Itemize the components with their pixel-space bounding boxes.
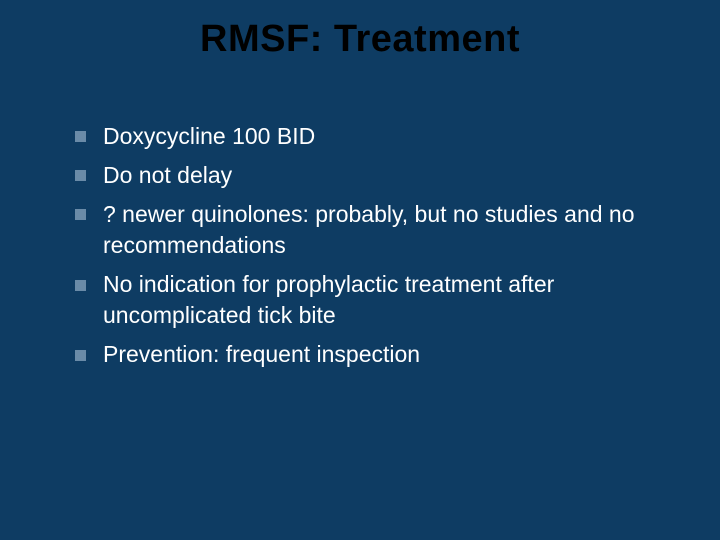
list-item: Do not delay: [75, 160, 680, 191]
list-item: Doxycycline 100 BID: [75, 121, 680, 152]
list-item: Prevention: frequent inspection: [75, 339, 680, 370]
list-item: ? newer quinolones: probably, but no stu…: [75, 199, 680, 261]
slide-title: RMSF: Treatment: [40, 18, 680, 61]
bullet-list: Doxycycline 100 BID Do not delay ? newer…: [75, 121, 680, 370]
list-item: No indication for prophylactic treatment…: [75, 269, 680, 331]
slide: RMSF: Treatment Doxycycline 100 BID Do n…: [0, 0, 720, 540]
